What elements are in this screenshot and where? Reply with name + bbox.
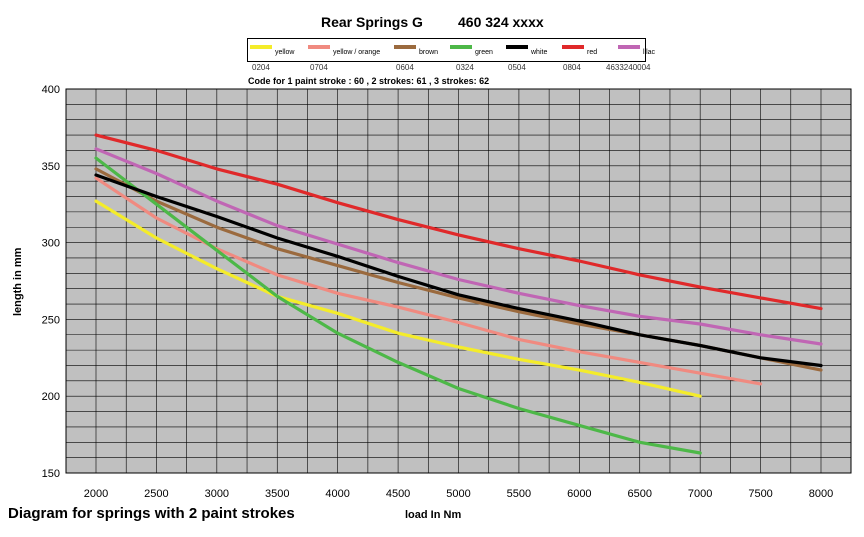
y-tick-label: 400 bbox=[42, 84, 60, 96]
x-tick-label: 3000 bbox=[205, 488, 229, 500]
legend-label: yellow / orange bbox=[333, 49, 381, 56]
legend-label: green bbox=[475, 49, 493, 56]
series-line-white bbox=[94, 173, 823, 368]
x-tick-label: 6500 bbox=[628, 488, 652, 500]
y-tick-label: 150 bbox=[42, 468, 60, 480]
series-line-red bbox=[94, 133, 823, 311]
series-line-yellow bbox=[94, 199, 702, 398]
x-tick-label: 5500 bbox=[507, 488, 531, 500]
legend-swatch bbox=[450, 45, 472, 49]
legend-code: 0324 bbox=[456, 63, 474, 72]
legend-swatch bbox=[618, 45, 640, 49]
legend-label: red bbox=[587, 49, 598, 56]
chart-title-main: Rear Springs G bbox=[321, 14, 423, 30]
legend-swatch bbox=[506, 45, 528, 49]
x-tick-label: 8000 bbox=[809, 488, 833, 500]
legend: yellow yellow / orange brown green white red l… bbox=[247, 38, 655, 62]
legend-code: 0704 bbox=[310, 63, 328, 72]
legend-code: 0504 bbox=[508, 63, 526, 72]
x-tick-label: 7000 bbox=[688, 488, 712, 500]
x-tick-label: 6000 bbox=[567, 488, 591, 500]
legend-code: 0604 bbox=[396, 63, 414, 72]
legend-code: 4633240004 bbox=[606, 63, 651, 72]
legend-label: yellow bbox=[275, 49, 295, 56]
x-tick-label: 7500 bbox=[748, 488, 772, 500]
legend-code: 0804 bbox=[563, 63, 581, 72]
x-tick-label: 3500 bbox=[265, 488, 289, 500]
chart-title: Rear Springs G 460 324 xxxx bbox=[0, 14, 864, 34]
x-tick-label: 5000 bbox=[446, 488, 470, 500]
legend-label: brown bbox=[419, 49, 439, 56]
x-axis-label: load In Nm bbox=[405, 509, 462, 521]
x-tick-label: 4000 bbox=[325, 488, 349, 500]
y-axis-label: length in mm bbox=[12, 247, 24, 316]
legend-label: lilac bbox=[643, 49, 656, 56]
legend-swatch bbox=[562, 45, 584, 49]
legend-label: white bbox=[531, 49, 548, 56]
y-tick-label: 350 bbox=[42, 161, 60, 173]
diagram-caption: Diagram for springs with 2 paint strokes bbox=[8, 505, 295, 522]
chart-title-part-number: 460 324 xxxx bbox=[458, 14, 544, 30]
legend-swatch bbox=[308, 45, 330, 49]
y-tick-label: 300 bbox=[42, 238, 60, 250]
legend-swatch bbox=[394, 45, 416, 49]
y-tick-label: 250 bbox=[42, 314, 60, 326]
legend-code: 0204 bbox=[252, 63, 270, 72]
paint-stroke-code-note: Code for 1 paint stroke : 60 , 2 strokes… bbox=[248, 76, 490, 86]
legend-swatch bbox=[250, 45, 272, 49]
legend-codes-row: 0204 0704 0604 0324 0504 0804 4633240004 bbox=[0, 63, 864, 73]
series-line-green bbox=[94, 156, 702, 455]
x-tick-label: 2500 bbox=[144, 488, 168, 500]
x-tick-label: 4500 bbox=[386, 488, 410, 500]
x-tick-label: 2000 bbox=[84, 488, 108, 500]
series-line-lilac bbox=[94, 147, 823, 346]
y-tick-label: 200 bbox=[42, 391, 60, 403]
